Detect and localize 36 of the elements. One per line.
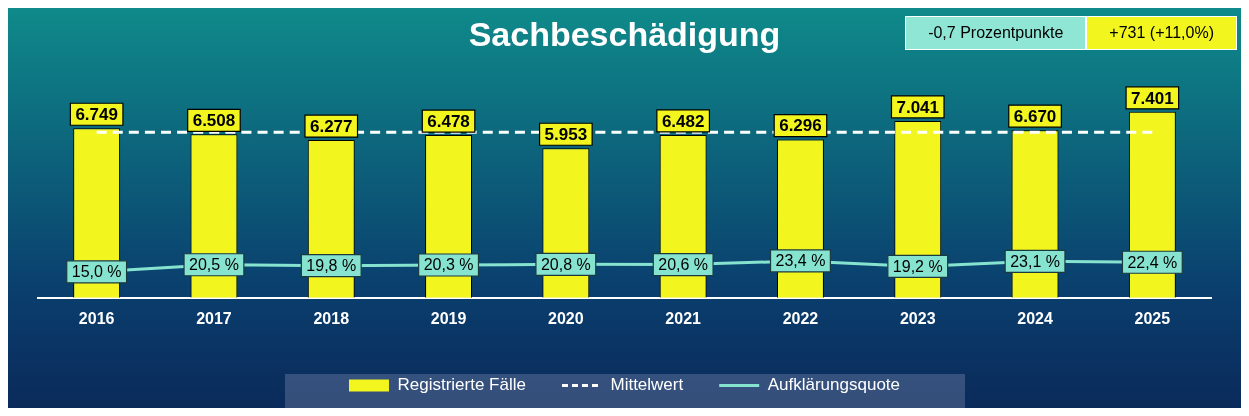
x-tick-label: 2017: [196, 309, 232, 327]
x-tick-label: 2016: [78, 309, 115, 327]
legend-label: Aufklärungsquote: [767, 375, 901, 395]
data-label: 20,6 %: [658, 256, 709, 274]
x-tick-label: 2025: [1134, 309, 1171, 327]
data-label: 6.482: [661, 111, 705, 131]
x-tick-label: 2021: [665, 309, 702, 327]
data-label: 20,3 %: [423, 256, 474, 274]
data-label: 6.670: [1013, 106, 1057, 126]
data-label: 6.749: [75, 104, 118, 124]
data-label: 19,2 %: [892, 257, 943, 275]
data-label: 6.277: [309, 116, 353, 136]
data-label: 15,0 %: [71, 263, 122, 281]
text: +731 (+11,0%): [1086, 16, 1237, 50]
data-label: 20,8 %: [540, 255, 591, 273]
x-tick-label: 2024: [1017, 309, 1053, 327]
data-label: 23,4 %: [775, 252, 826, 270]
data-label: 6.296: [779, 116, 822, 136]
x-tick-label: 2020: [548, 309, 584, 327]
data-label: 19,8 %: [306, 257, 357, 275]
legend-label: Registrierte Fälle: [397, 375, 526, 395]
x-tick-label: 2023: [899, 309, 936, 327]
data-label: 6.508: [192, 110, 236, 130]
legend-label: Mittelwert: [610, 375, 684, 395]
text: -0,7 Prozentpunkte: [905, 16, 1087, 50]
data-label: 7.041: [896, 97, 940, 117]
data-label: 6.478: [427, 111, 470, 131]
data-label: 7.401: [1131, 88, 1174, 108]
data-label: 23,1 %: [1010, 252, 1060, 270]
data-label: 22,4 %: [1127, 253, 1178, 271]
chart-title: Sachbeschädigung: [468, 14, 781, 53]
x-tick-label: 2018: [313, 309, 350, 327]
data-label: 5.953: [544, 124, 588, 144]
x-tick-label: 2019: [430, 309, 467, 327]
x-tick-label: 2022: [782, 309, 819, 327]
data-label: 20,5 %: [189, 256, 239, 274]
